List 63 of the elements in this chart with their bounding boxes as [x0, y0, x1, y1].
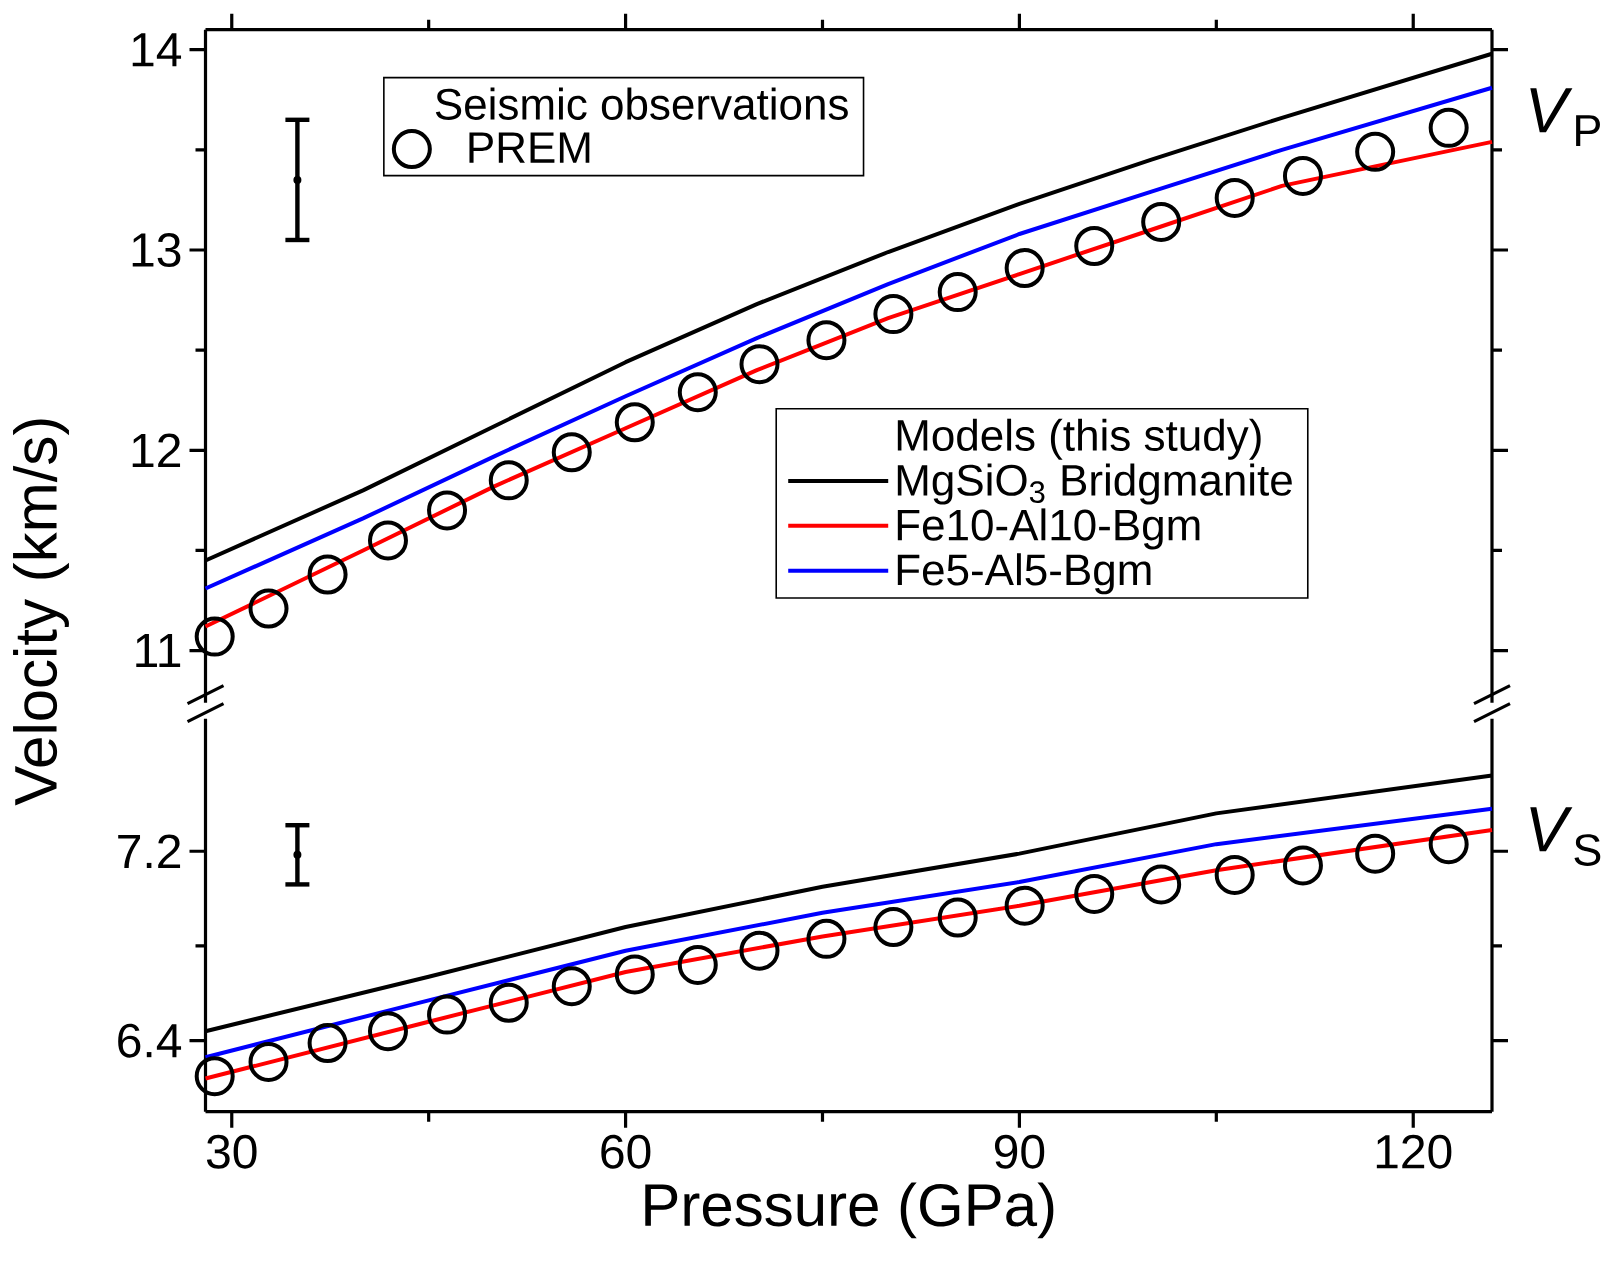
- point: [194, 1056, 235, 1097]
- point: [806, 320, 847, 361]
- legend-label: Fe10-Al10-Bgm: [897, 508, 1200, 550]
- point: [1282, 156, 1323, 197]
- point: [427, 490, 468, 531]
- point: [1214, 855, 1255, 896]
- point: [307, 1023, 348, 1064]
- text: V$_{S}$: [1530, 807, 1601, 867]
- annotation: Seismic observations: [435, 87, 848, 121]
- point: [1428, 824, 1469, 865]
- x-tick-label: 60: [601, 1134, 651, 1169]
- y-axis-title: Velocity (km/s): [13, 419, 69, 806]
- point: [1428, 107, 1469, 148]
- point: [248, 588, 289, 629]
- point: [739, 930, 780, 971]
- point: [1074, 226, 1115, 267]
- y-tick-label: 12: [132, 433, 181, 468]
- point: [248, 1042, 289, 1083]
- y-tick-label: 14: [132, 33, 182, 67]
- x-axis-title: Pressure (GPa): [645, 1182, 1054, 1239]
- point: [1214, 178, 1255, 219]
- point: [614, 402, 655, 443]
- point: [488, 460, 529, 501]
- point: [1355, 132, 1396, 173]
- x-tick-label: 30: [206, 1134, 257, 1169]
- point: [551, 432, 592, 473]
- legend-label: MgSiO$_{3}$ Bridgmanite: [897, 463, 1292, 505]
- legend-label: Fe5-Al5-Bgm: [897, 553, 1151, 595]
- point: [1004, 248, 1045, 289]
- y-tick-label: 13: [132, 233, 181, 268]
- point: [367, 1011, 408, 1052]
- point: [367, 520, 408, 561]
- point: [488, 982, 529, 1023]
- point: [873, 294, 914, 335]
- point: [937, 897, 978, 938]
- point: [677, 372, 718, 413]
- text: V$_{P}$: [1530, 88, 1600, 147]
- y-tick-label: 11: [136, 634, 181, 668]
- point: [1282, 845, 1323, 886]
- point: [194, 616, 235, 657]
- legend-label: PREM: [469, 132, 590, 163]
- point: [806, 919, 847, 960]
- legend-title: Models (this study): [897, 418, 1261, 460]
- point: [427, 994, 468, 1035]
- point: [739, 344, 780, 385]
- point: [1141, 864, 1182, 905]
- point: [1141, 202, 1182, 243]
- point: [873, 907, 914, 948]
- point: [307, 554, 348, 595]
- point: [1004, 885, 1045, 926]
- point: [1074, 874, 1115, 915]
- point: [677, 945, 718, 986]
- x-tick-label: 90: [994, 1134, 1045, 1169]
- point: [551, 966, 592, 1007]
- x-tick-label: 120: [1376, 1134, 1452, 1169]
- point: [614, 954, 655, 995]
- point: [937, 272, 978, 313]
- point: [293, 176, 302, 185]
- line-series: [203, 806, 1494, 1060]
- point: [1355, 833, 1396, 874]
- y-tick-label: 6.4: [118, 1023, 182, 1058]
- y-tick-label: 7.2: [118, 834, 181, 869]
- point: [293, 850, 302, 859]
